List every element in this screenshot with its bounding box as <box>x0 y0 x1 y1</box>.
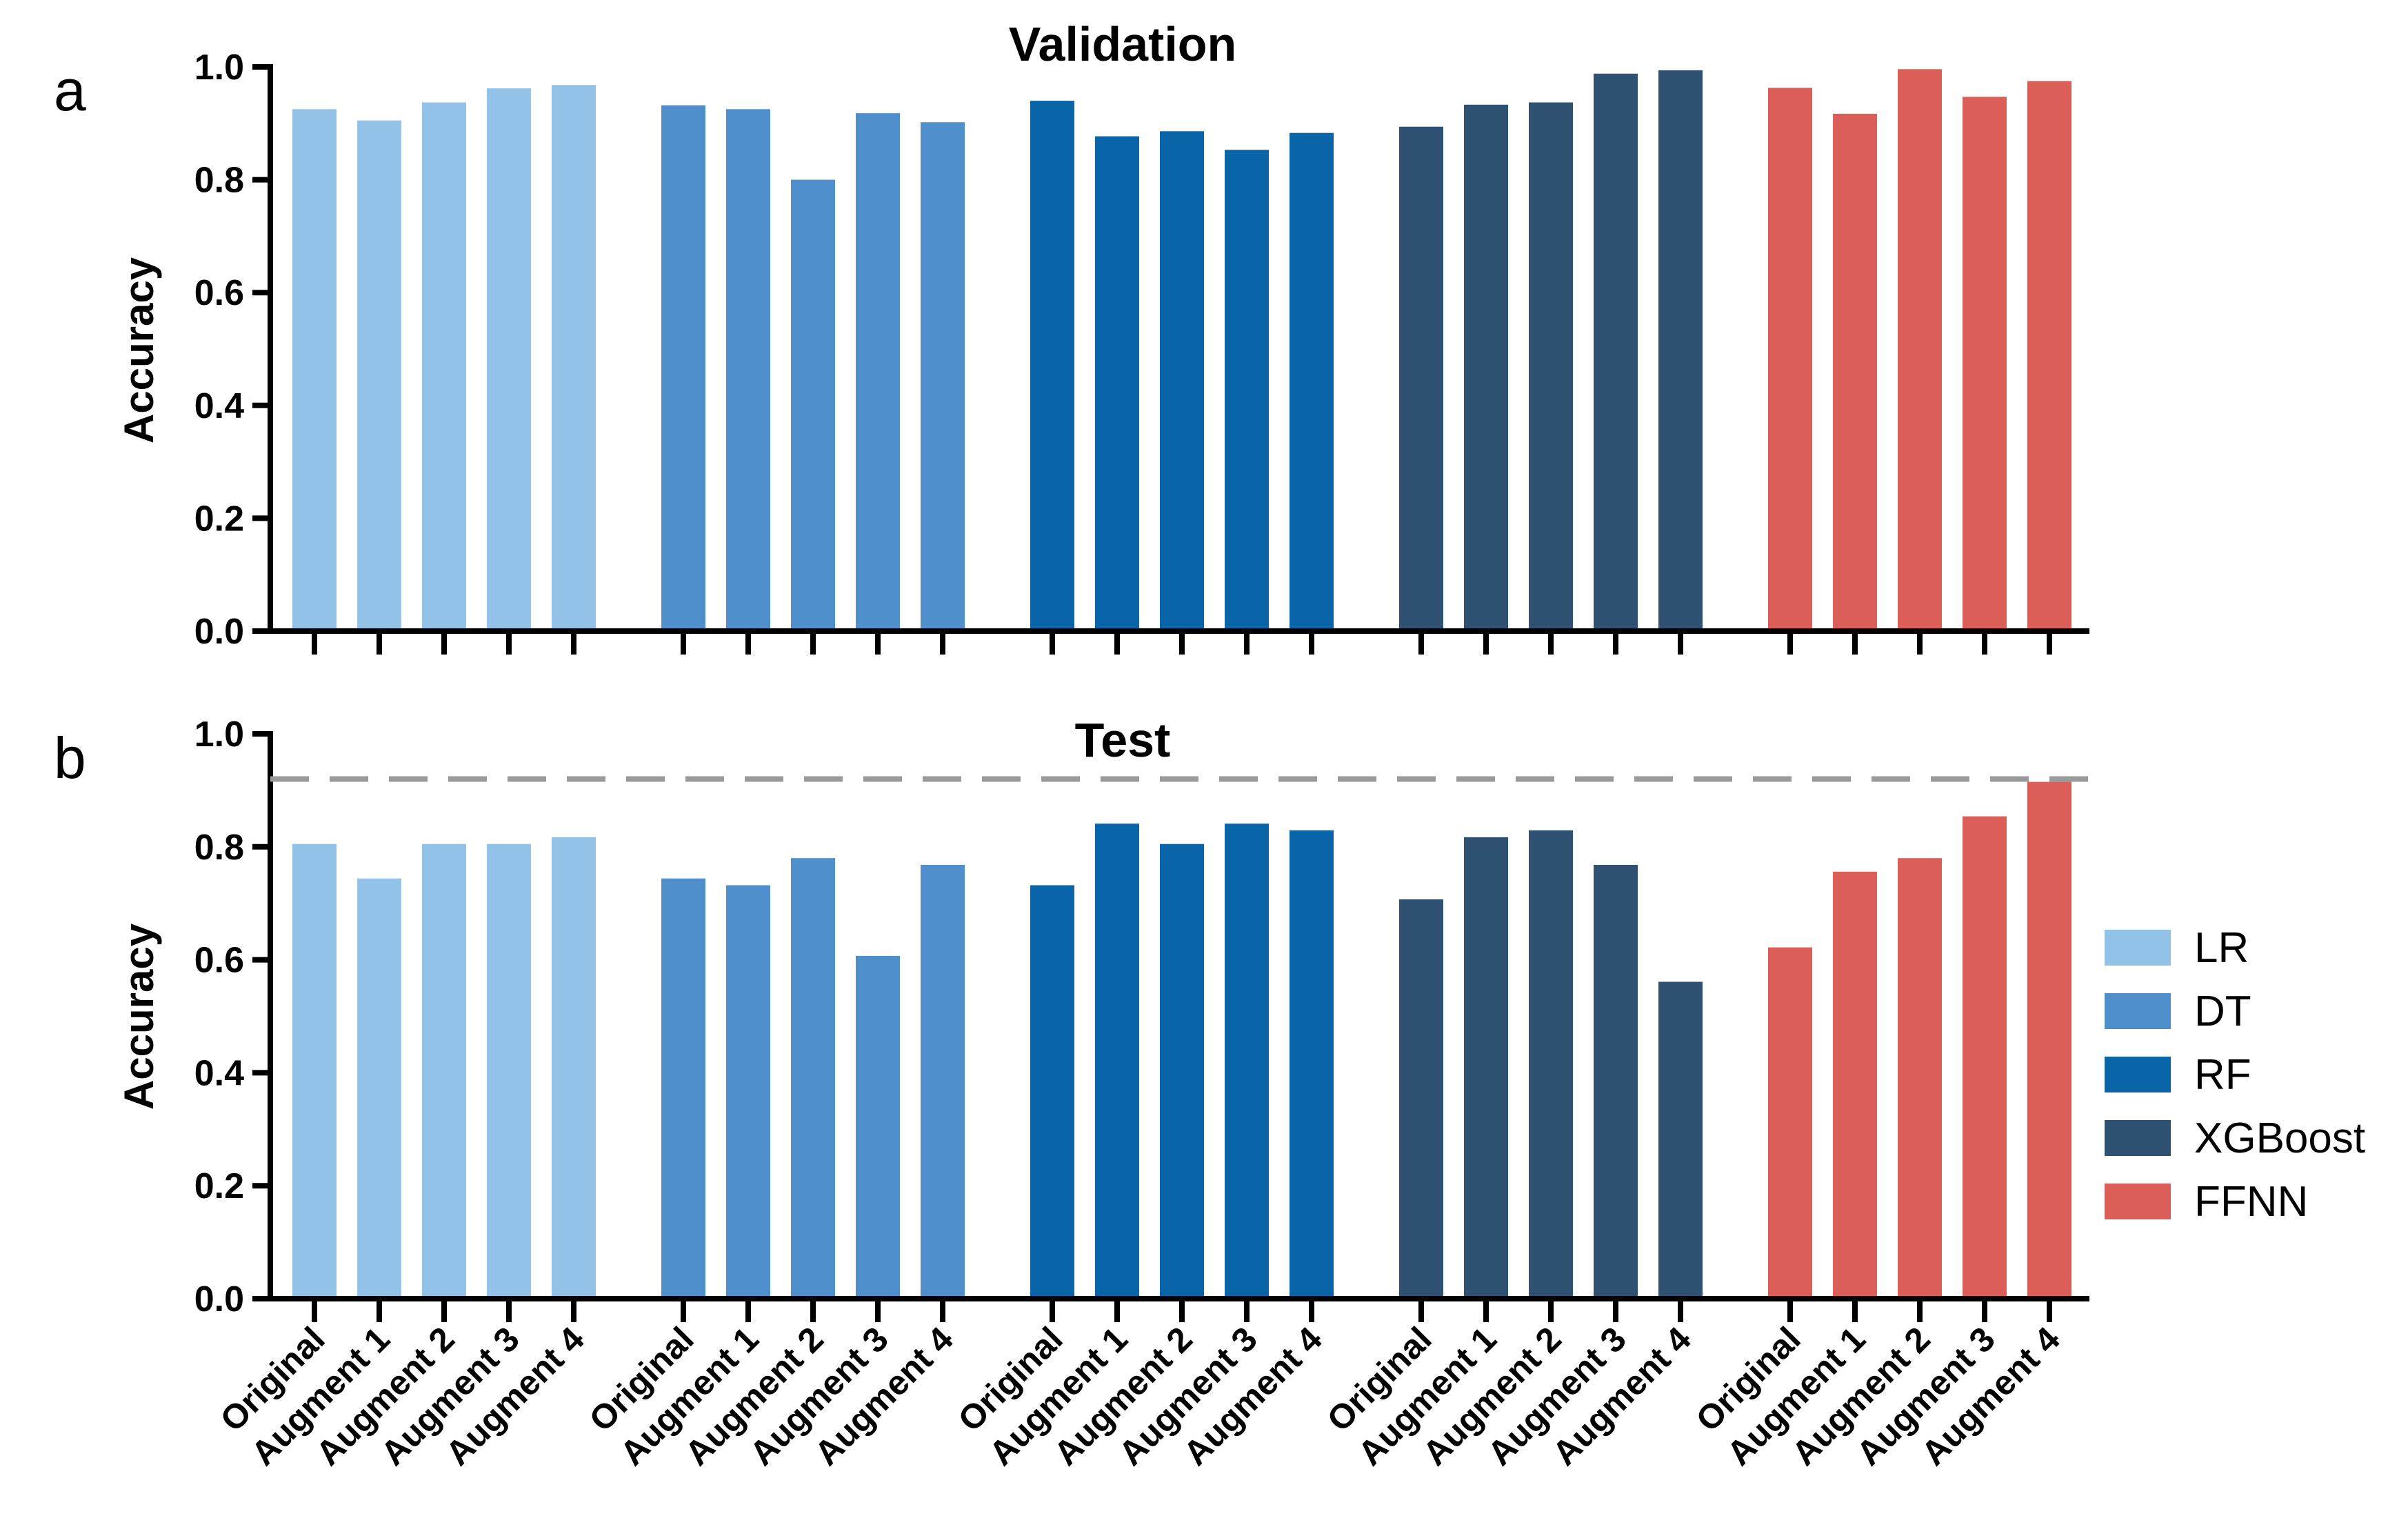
bar-b-ffnn-0 <box>1768 947 1812 1299</box>
bar-b-ffnn-4 <box>2027 781 2071 1299</box>
legend-swatch-rf <box>2105 1057 2171 1092</box>
bar-b-lr-3 <box>487 844 531 1299</box>
panel-b-y-axis: 0.0 0.2 0.4 0.6 0.8 1.0 <box>194 715 273 1319</box>
y-tick-label: 0.6 <box>194 941 244 981</box>
bar-b-lr-0 <box>292 844 337 1299</box>
panel-b-x-axis <box>268 1296 2089 1322</box>
legend-swatch-lr <box>2105 930 2171 966</box>
panel-b-bars <box>292 781 2071 1299</box>
bar-b-lr-4 <box>552 837 596 1299</box>
bar-b-xgboost-2 <box>1529 830 1573 1299</box>
bar-a-dt-0 <box>661 105 705 632</box>
panel-a-y-axis: 0.0 0.2 0.4 0.6 0.8 1.0 <box>194 48 273 652</box>
bar-b-rf-4 <box>1290 830 1334 1299</box>
bar-a-dt-2 <box>791 179 835 632</box>
panel-b-test: b Test Accuracy 0.0 0.2 0.4 0.6 0.8 1.0 Origi… <box>54 713 2089 1473</box>
bar-a-xgboost-0 <box>1399 126 1443 631</box>
bar-a-xgboost-2 <box>1529 102 1573 631</box>
legend-swatch-dt <box>2105 993 2171 1029</box>
y-tick-label: 0.0 <box>194 1279 244 1319</box>
y-tick-label: 0.4 <box>194 386 244 426</box>
bar-b-dt-0 <box>661 878 705 1299</box>
panel-b-letter: b <box>54 726 86 790</box>
bar-b-dt-1 <box>726 885 770 1299</box>
bar-b-ffnn-1 <box>1833 871 1877 1299</box>
bar-b-rf-1 <box>1095 824 1139 1299</box>
legend-label-xgboost: XGBoost <box>2194 1115 2365 1162</box>
bar-a-dt-3 <box>856 113 900 632</box>
bar-a-lr-3 <box>487 88 531 632</box>
y-tick-label: 0.2 <box>194 1166 244 1206</box>
legend: LR DT RF XGBoost FFNN <box>2105 924 2365 1226</box>
panel-b-title: Test <box>1075 713 1171 767</box>
bar-b-xgboost-3 <box>1594 865 1638 1299</box>
bar-a-ffnn-2 <box>1898 69 1942 632</box>
y-tick-label: 0.2 <box>194 499 244 539</box>
legend-label-dt: DT <box>2194 988 2251 1035</box>
legend-label-lr: LR <box>2194 924 2249 972</box>
bar-b-rf-2 <box>1160 844 1204 1299</box>
legend-label-ffnn: FFNN <box>2194 1178 2308 1226</box>
bar-b-dt-2 <box>791 858 835 1299</box>
bar-a-xgboost-4 <box>1658 70 1703 631</box>
bar-a-rf-0 <box>1030 101 1074 632</box>
y-tick-label: 0.6 <box>194 273 244 313</box>
y-tick-label: 0.8 <box>194 828 244 868</box>
bar-a-dt-4 <box>921 122 965 631</box>
bar-a-rf-2 <box>1160 131 1204 632</box>
bar-a-ffnn-3 <box>1963 97 2007 631</box>
y-tick-label: 0.4 <box>194 1053 244 1093</box>
bar-b-dt-3 <box>856 955 900 1299</box>
bar-a-rf-1 <box>1095 136 1139 632</box>
bar-a-ffnn-1 <box>1833 113 1877 631</box>
bar-b-dt-4 <box>921 865 965 1299</box>
y-tick-label: 0.8 <box>194 161 244 201</box>
bar-a-ffnn-0 <box>1768 88 1812 632</box>
panel-a-title: Validation <box>1009 17 1237 71</box>
bar-b-ffnn-3 <box>1963 816 2007 1299</box>
legend-swatch-ffnn <box>2105 1184 2171 1219</box>
legend-swatch-xgboost <box>2105 1120 2171 1156</box>
bar-a-lr-1 <box>357 120 401 631</box>
bar-b-lr-1 <box>357 878 401 1299</box>
bar-a-ffnn-4 <box>2027 81 2071 631</box>
panel-a-x-axis <box>268 628 2089 655</box>
panel-a-bars <box>292 69 2071 632</box>
bar-b-ffnn-2 <box>1898 858 1942 1299</box>
bar-a-xgboost-1 <box>1464 104 1508 632</box>
bar-a-dt-1 <box>726 109 770 632</box>
bar-b-rf-3 <box>1225 824 1269 1299</box>
panel-a-y-axis-label: Accuracy <box>116 257 162 443</box>
bar-b-lr-2 <box>422 844 466 1299</box>
bar-a-lr-0 <box>292 109 337 632</box>
panel-a-validation: a Validation Accuracy 0.0 0.2 0.4 0.6 0.8 1.0 <box>54 17 2089 655</box>
bar-b-xgboost-1 <box>1464 837 1508 1299</box>
bar-a-lr-4 <box>552 85 596 631</box>
bar-b-xgboost-0 <box>1399 899 1443 1299</box>
panel-b-y-axis-label: Accuracy <box>116 923 162 1110</box>
bar-a-rf-4 <box>1290 132 1334 631</box>
bar-b-xgboost-4 <box>1658 981 1703 1299</box>
y-tick-label: 1.0 <box>194 48 244 88</box>
bar-b-rf-0 <box>1030 885 1074 1299</box>
bar-a-rf-3 <box>1225 150 1269 631</box>
bar-a-xgboost-3 <box>1594 73 1638 632</box>
bar-a-lr-2 <box>422 102 466 631</box>
y-tick-label: 1.0 <box>194 715 244 755</box>
y-tick-label: 0.0 <box>194 612 244 652</box>
panel-a-letter: a <box>54 58 86 123</box>
legend-label-rf: RF <box>2194 1051 2251 1099</box>
